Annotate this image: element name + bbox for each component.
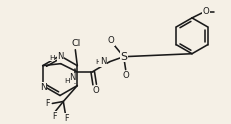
Text: N: N bbox=[40, 83, 47, 92]
Text: N: N bbox=[70, 73, 76, 82]
Text: H: H bbox=[49, 55, 55, 61]
Text: N: N bbox=[58, 52, 64, 61]
Text: H: H bbox=[64, 78, 70, 84]
Text: H: H bbox=[95, 59, 101, 65]
Text: O: O bbox=[92, 86, 99, 95]
Text: F: F bbox=[52, 112, 57, 121]
Text: Cl: Cl bbox=[72, 39, 81, 48]
Text: O: O bbox=[203, 7, 209, 16]
Text: S: S bbox=[120, 52, 127, 62]
Text: O: O bbox=[107, 36, 114, 45]
Text: N: N bbox=[100, 57, 106, 66]
Text: F: F bbox=[64, 114, 69, 123]
Text: O: O bbox=[122, 71, 129, 80]
Text: F: F bbox=[45, 99, 50, 108]
